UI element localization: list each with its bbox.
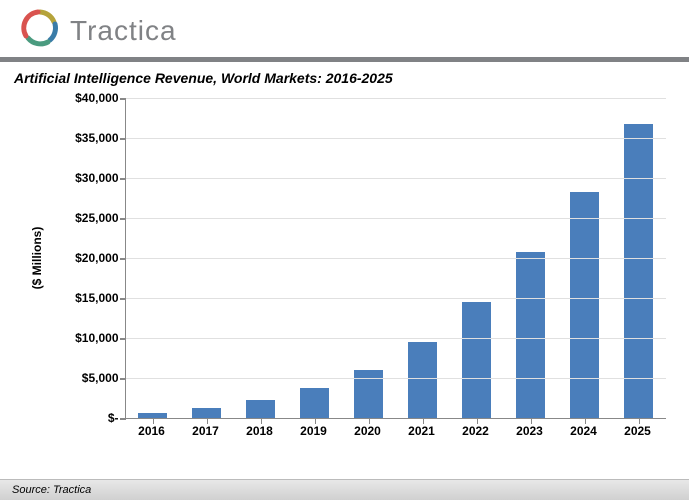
grid-line [126,138,666,139]
bar [516,252,546,418]
grid-line [126,258,666,259]
x-tick-label: 2022 [462,424,489,438]
x-tick-label: 2024 [570,424,597,438]
y-tick-label: $20,000 [59,251,119,265]
x-tick-label: 2017 [192,424,219,438]
header-rule [0,57,689,62]
y-tick-label: $25,000 [59,211,119,225]
x-tick-label: 2019 [300,424,327,438]
header: Tractica [0,0,689,57]
y-tick-mark [120,338,126,340]
grid-line [126,218,666,219]
x-tick-label: 2023 [516,424,543,438]
x-tick-label: 2020 [354,424,381,438]
bar [192,408,222,418]
bar [624,124,654,418]
y-tick-mark [120,218,126,220]
y-tick-mark [120,298,126,300]
x-tick-label: 2016 [138,424,165,438]
source-footer: Source: Tractica [0,479,689,500]
plot-region [125,98,666,419]
y-tick-mark [120,98,126,100]
y-tick-mark [120,418,126,420]
y-tick-mark [120,178,126,180]
y-tick-label: $40,000 [59,91,119,105]
y-tick-mark [120,138,126,140]
y-tick-label: $35,000 [59,131,119,145]
x-tick-label: 2021 [408,424,435,438]
y-tick-mark [120,258,126,260]
x-tick-label: 2025 [624,424,651,438]
chart-title: Artificial Intelligence Revenue, World M… [0,64,689,88]
y-tick-label: $15,000 [59,291,119,305]
bar [570,192,600,418]
grid-line [126,178,666,179]
bar [246,400,276,418]
y-tick-label: $5,000 [59,371,119,385]
bar [300,388,330,418]
source-text: Source: Tractica [12,484,91,496]
x-tick-label: 2018 [246,424,273,438]
y-axis-label: ($ Millions) [30,227,44,290]
bar [408,342,438,418]
grid-line [126,298,666,299]
bar [462,302,492,418]
y-tick-mark [120,378,126,380]
y-tick-label: $- [59,411,119,425]
grid-line [126,338,666,339]
grid-line [126,378,666,379]
y-tick-label: $30,000 [59,171,119,185]
grid-line [126,98,666,99]
brand-name: Tractica [70,15,177,47]
chart-area: ($ Millions) $- $5,000 $10,000 $15,000 $20,0… [15,88,675,448]
tractica-logo-icon [20,8,60,53]
y-tick-label: $10,000 [59,331,119,345]
